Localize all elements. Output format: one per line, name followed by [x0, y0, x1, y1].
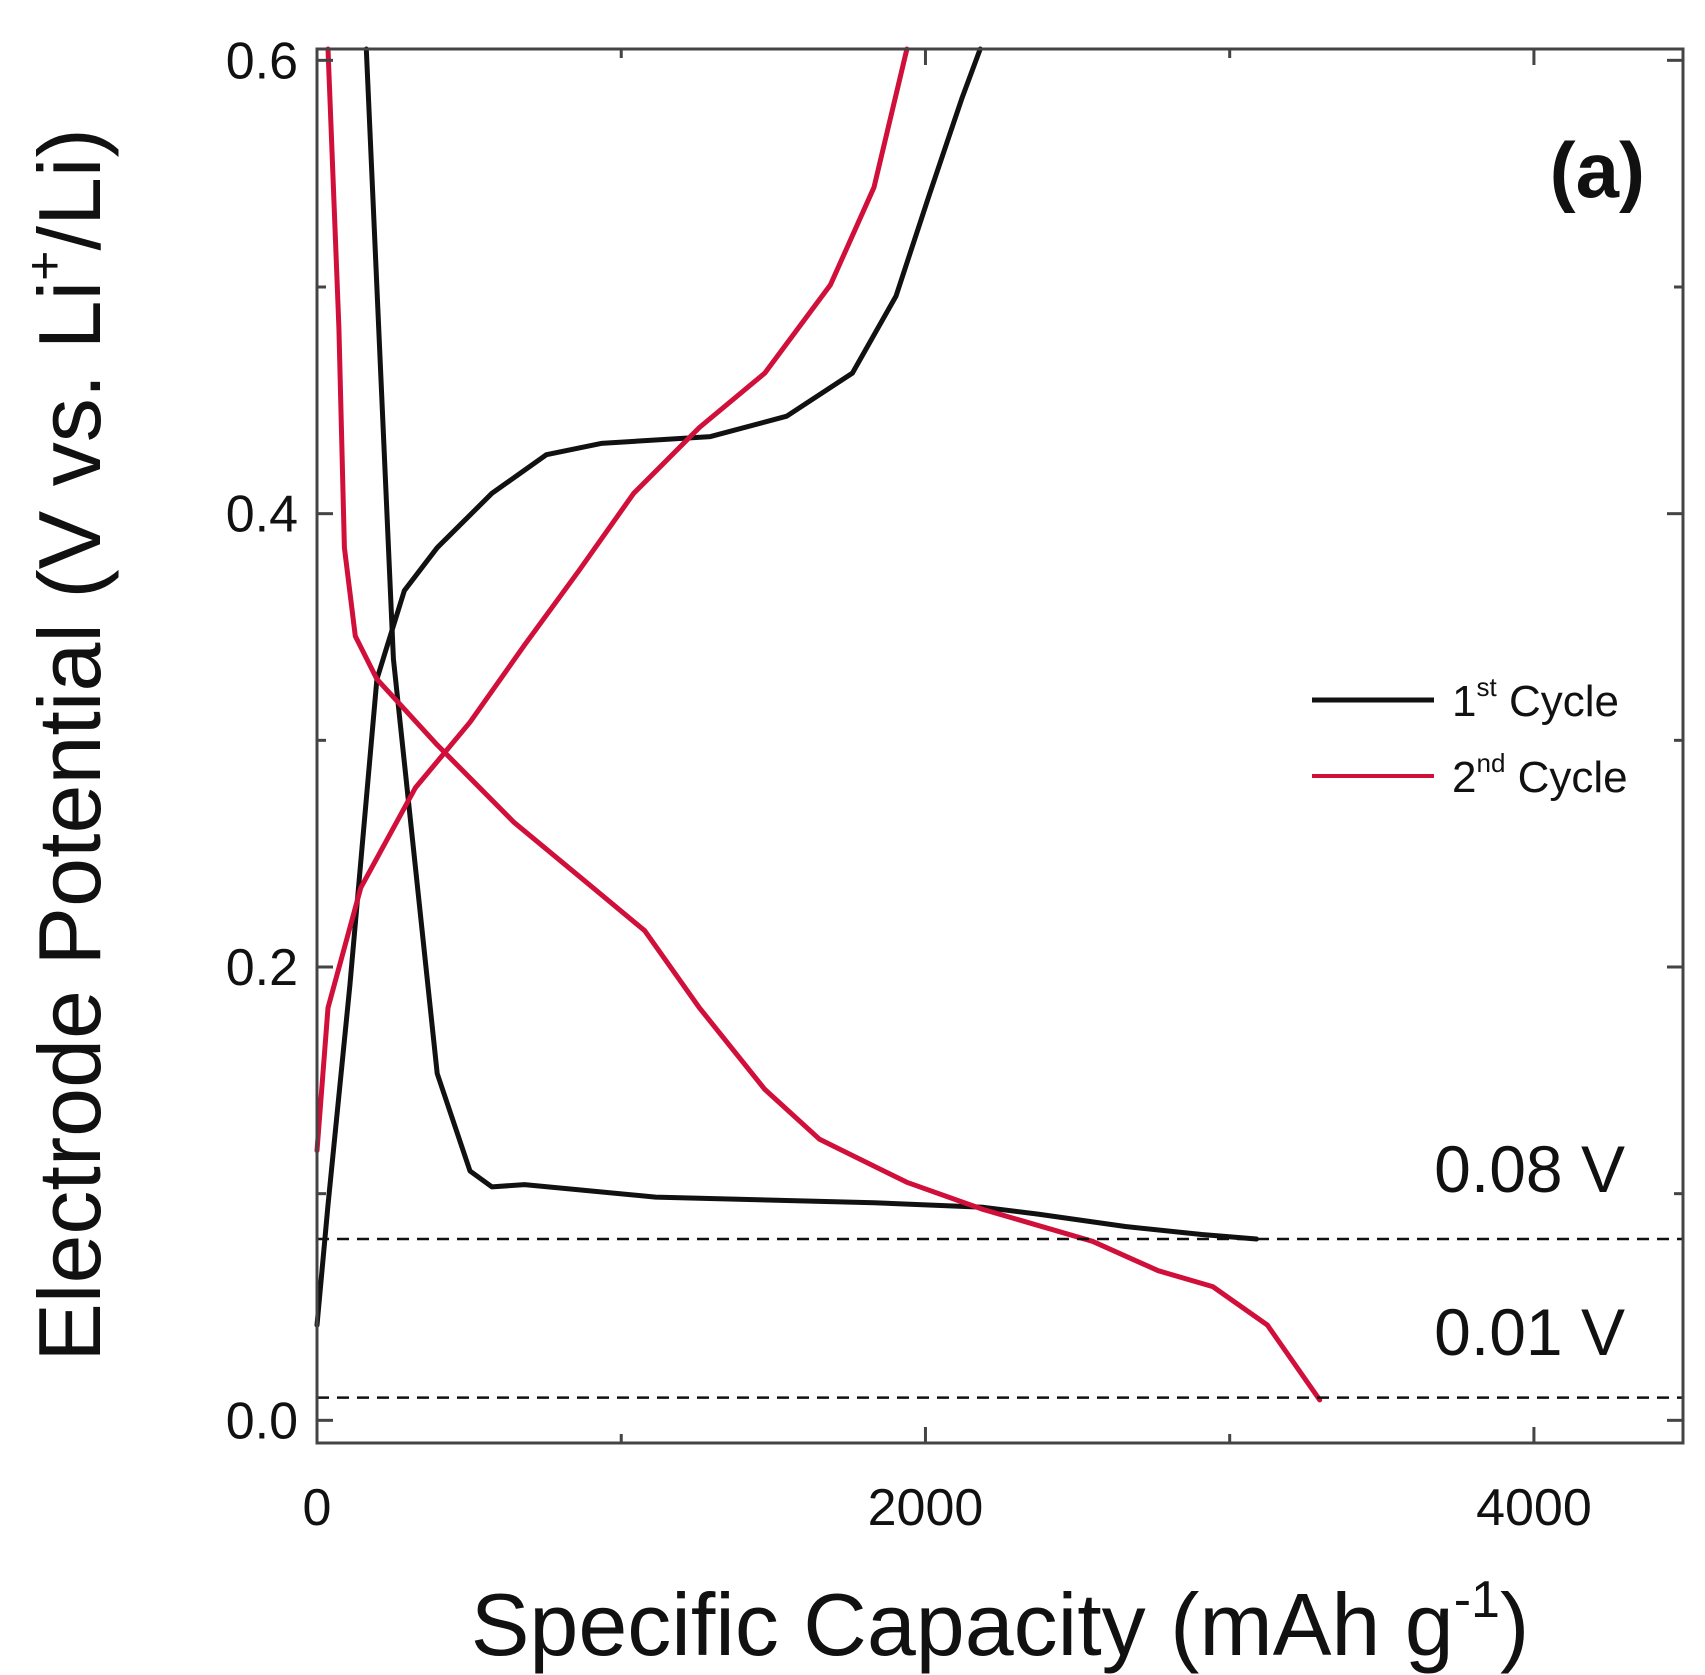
x-axis-title: Specific Capacity (mAh g-1) — [471, 1571, 1530, 1674]
series-line-2nd-cycle-discharge — [325, 46, 1323, 1403]
panel-label: (a) — [1550, 126, 1645, 214]
ticks: 0 2000 4000 0.0 0.2 0.4 0.6 — [226, 32, 1683, 1537]
legend-label-2nd-cycle: 2nd Cycle — [1452, 748, 1628, 802]
series-line-1st-cycle-charge — [314, 46, 983, 1328]
y-tick-label: 0.6 — [226, 32, 298, 90]
series-line-2nd-cycle-charge — [314, 46, 910, 1154]
y-axis-title: Electrode Potential (V vs. Li+/Li) — [16, 128, 119, 1362]
x-tick-label: 2000 — [868, 1479, 984, 1537]
y-tick-label: 0.2 — [226, 939, 298, 997]
x-tick-label: 0 — [303, 1479, 332, 1537]
series-line-1st-cycle-discharge — [363, 46, 1259, 1242]
annotation-0.08V: 0.08 V — [1434, 1132, 1625, 1206]
plot-frame — [315, 47, 1685, 1445]
legend-label-1st-cycle: 1st Cycle — [1452, 672, 1619, 726]
y-tick-label: 0.4 — [226, 486, 298, 544]
legend: 1st Cycle 2nd Cycle — [1312, 672, 1628, 802]
x-tick-label: 4000 — [1476, 1479, 1592, 1537]
y-tick-label: 0.0 — [226, 1392, 298, 1450]
reference-lines — [317, 1237, 1683, 1399]
annotation-0.01V: 0.01 V — [1434, 1295, 1625, 1369]
series-layer — [314, 46, 1323, 1403]
